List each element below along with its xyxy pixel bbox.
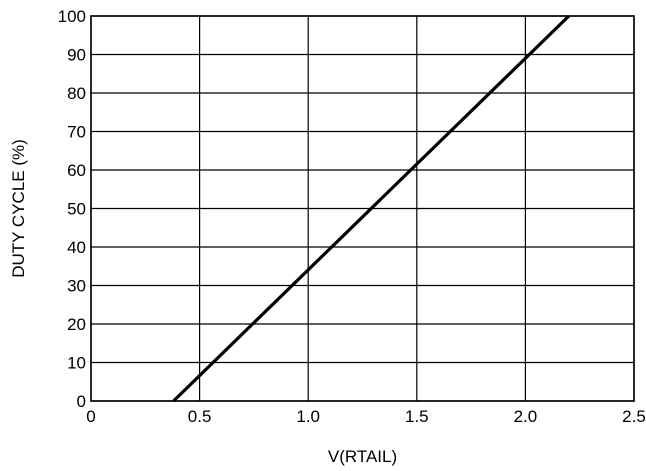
x-tick-label: 2.5	[622, 407, 646, 426]
y-tick-label: 100	[58, 7, 86, 26]
y-tick-label: 60	[67, 161, 86, 180]
y-tick-label: 80	[67, 84, 86, 103]
y-tick-labels: 0 10 20 30 40 50 60 70 80 90 100	[58, 7, 86, 411]
x-tick-label: 0	[86, 407, 95, 426]
y-tick-label: 90	[67, 46, 86, 65]
x-tick-label: 1.0	[296, 407, 320, 426]
plot-frame	[90, 15, 635, 402]
y-tick-label: 10	[67, 354, 86, 373]
y-axis-label: DUTY CYCLE (%)	[9, 139, 28, 278]
y-tick-label: 70	[67, 123, 86, 142]
y-tick-label: 40	[67, 238, 86, 257]
grid-lines	[90, 15, 635, 402]
x-tick-labels: 0 0.5 1.0 1.5 2.0 2.5	[86, 407, 646, 426]
x-tick-label: 0.5	[188, 407, 212, 426]
y-tick-label: 0	[77, 392, 86, 411]
y-tick-label: 50	[67, 200, 86, 219]
x-tick-label: 1.5	[405, 407, 429, 426]
series-layer	[172, 14, 570, 403]
x-tick-label: 2.0	[514, 407, 538, 426]
x-axis-label: V(RTAIL)	[328, 447, 397, 466]
series-line	[172, 14, 570, 403]
y-tick-label: 30	[67, 277, 86, 296]
y-tick-label: 20	[67, 315, 86, 334]
